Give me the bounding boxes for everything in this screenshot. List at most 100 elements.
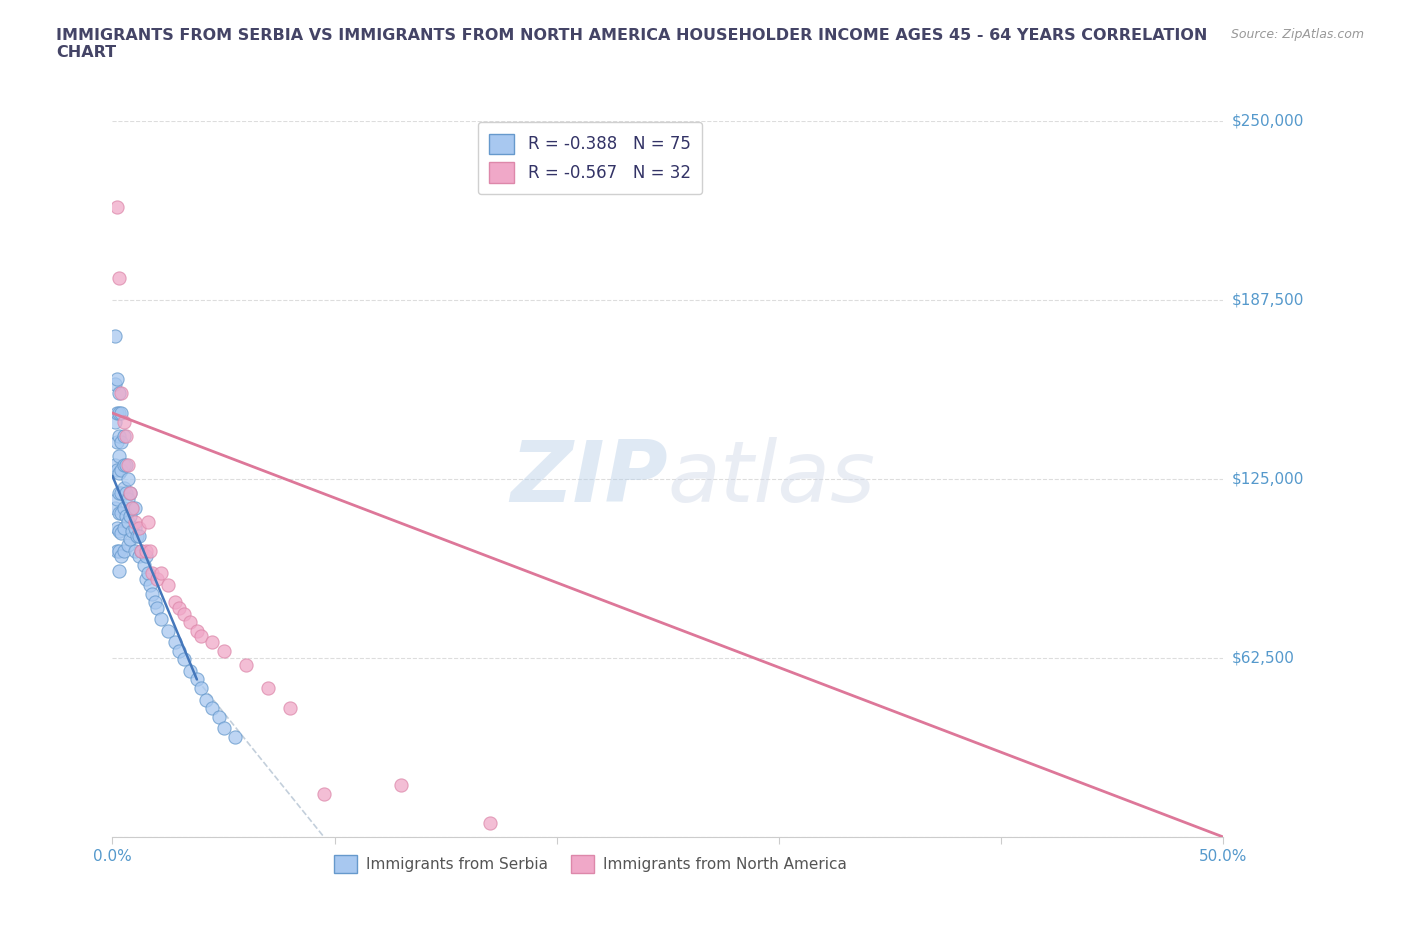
Point bbox=[112, 458, 135, 472]
Point bbox=[139, 543, 162, 558]
Point bbox=[146, 601, 169, 616]
Point bbox=[186, 623, 208, 638]
Point bbox=[104, 414, 127, 429]
Point bbox=[112, 520, 135, 535]
Point bbox=[132, 557, 155, 572]
Point bbox=[167, 601, 190, 616]
Point bbox=[135, 543, 157, 558]
Point bbox=[124, 520, 146, 535]
Point bbox=[110, 386, 132, 401]
Point bbox=[108, 543, 131, 558]
Point bbox=[121, 500, 143, 515]
Point bbox=[173, 606, 195, 621]
Point bbox=[105, 371, 128, 386]
Point bbox=[112, 480, 135, 495]
Point bbox=[150, 612, 173, 627]
Point bbox=[121, 523, 143, 538]
Point bbox=[479, 816, 502, 830]
Point bbox=[105, 520, 128, 535]
Point bbox=[110, 405, 132, 420]
Point bbox=[110, 485, 132, 500]
Point bbox=[117, 492, 139, 507]
Point bbox=[173, 652, 195, 667]
Point bbox=[114, 429, 136, 444]
Point bbox=[108, 564, 131, 578]
Point bbox=[112, 429, 135, 444]
Point bbox=[121, 500, 143, 515]
Point bbox=[104, 458, 127, 472]
Point bbox=[110, 549, 132, 564]
Point bbox=[146, 572, 169, 587]
Text: ZIP: ZIP bbox=[510, 437, 668, 521]
Point bbox=[108, 485, 131, 500]
Point bbox=[143, 594, 166, 609]
Point bbox=[141, 586, 163, 601]
Point bbox=[163, 594, 186, 609]
Point bbox=[104, 328, 127, 343]
Point bbox=[108, 405, 131, 420]
Point bbox=[105, 492, 128, 507]
Point bbox=[112, 414, 135, 429]
Point bbox=[186, 672, 208, 687]
Point bbox=[108, 506, 131, 521]
Point bbox=[117, 472, 139, 486]
Point bbox=[257, 681, 280, 696]
Point bbox=[312, 787, 335, 802]
Legend: Immigrants from Serbia, Immigrants from North America: Immigrants from Serbia, Immigrants from … bbox=[328, 849, 852, 880]
Point bbox=[194, 692, 217, 707]
Text: $187,500: $187,500 bbox=[1232, 292, 1305, 308]
Point bbox=[135, 549, 157, 564]
Point bbox=[136, 514, 159, 529]
Point bbox=[124, 514, 146, 529]
Point bbox=[120, 485, 142, 500]
Point bbox=[114, 485, 136, 500]
Point bbox=[120, 485, 142, 500]
Point bbox=[110, 434, 132, 449]
Point bbox=[141, 566, 163, 581]
Point bbox=[112, 543, 135, 558]
Point bbox=[128, 549, 150, 564]
Text: Source: ZipAtlas.com: Source: ZipAtlas.com bbox=[1230, 28, 1364, 41]
Point bbox=[114, 509, 136, 524]
Point bbox=[224, 729, 246, 744]
Point bbox=[157, 623, 180, 638]
Point bbox=[108, 523, 131, 538]
Point bbox=[201, 635, 224, 650]
Point bbox=[117, 458, 139, 472]
Point bbox=[190, 681, 212, 696]
Point bbox=[117, 514, 139, 529]
Point bbox=[120, 509, 142, 524]
Point bbox=[163, 635, 186, 650]
Point bbox=[120, 532, 142, 547]
Text: $250,000: $250,000 bbox=[1232, 113, 1305, 128]
Point bbox=[135, 572, 157, 587]
Point bbox=[131, 543, 153, 558]
Point bbox=[110, 526, 132, 541]
Point bbox=[278, 700, 301, 715]
Point bbox=[235, 658, 257, 672]
Point bbox=[179, 663, 201, 678]
Point bbox=[179, 615, 201, 630]
Point bbox=[104, 500, 127, 515]
Point bbox=[112, 500, 135, 515]
Point bbox=[136, 566, 159, 581]
Point bbox=[105, 405, 128, 420]
Point bbox=[124, 500, 146, 515]
Point bbox=[114, 458, 136, 472]
Point bbox=[105, 434, 128, 449]
Text: IMMIGRANTS FROM SERBIA VS IMMIGRANTS FROM NORTH AMERICA HOUSEHOLDER INCOME AGES : IMMIGRANTS FROM SERBIA VS IMMIGRANTS FRO… bbox=[56, 28, 1208, 60]
Point bbox=[110, 463, 132, 478]
Point bbox=[212, 644, 235, 658]
Point bbox=[125, 529, 148, 544]
Point bbox=[157, 578, 180, 592]
Point bbox=[389, 778, 412, 793]
Text: $62,500: $62,500 bbox=[1232, 650, 1295, 666]
Point bbox=[124, 543, 146, 558]
Point bbox=[117, 538, 139, 552]
Text: atlas: atlas bbox=[668, 437, 876, 521]
Text: $125,000: $125,000 bbox=[1232, 472, 1305, 486]
Point bbox=[108, 448, 131, 463]
Point bbox=[110, 506, 132, 521]
Point bbox=[131, 543, 153, 558]
Point bbox=[104, 377, 127, 392]
